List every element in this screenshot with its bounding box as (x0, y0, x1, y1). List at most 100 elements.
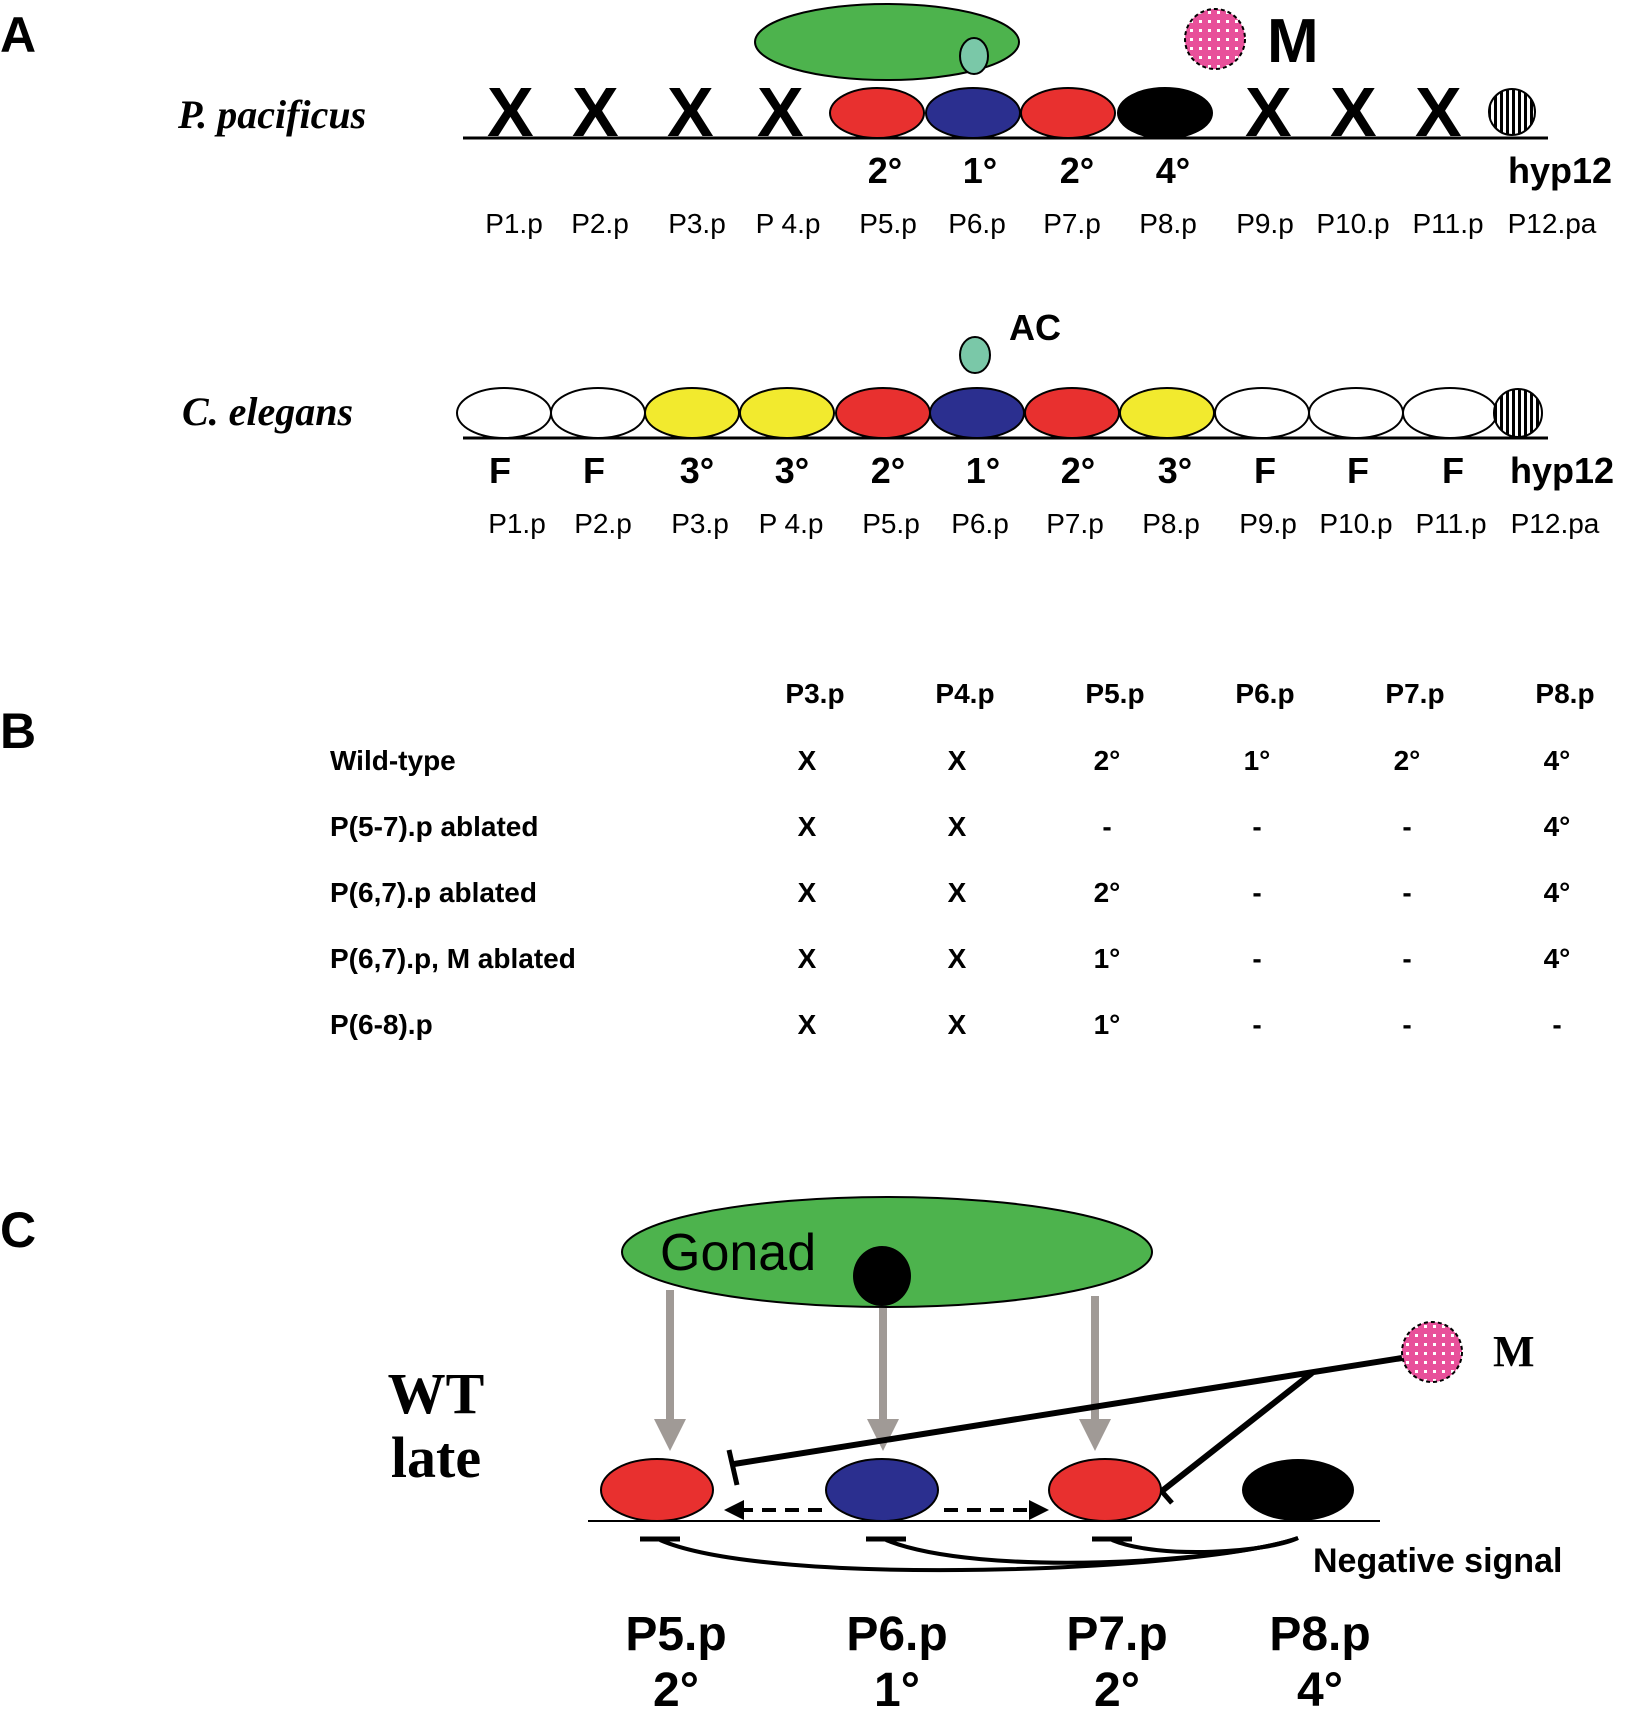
m-cell-c-label: M (1493, 1327, 1535, 1376)
pacificus-cellname-p7: P7.p (1043, 208, 1101, 239)
table-cell: 1° (1094, 1009, 1121, 1040)
anchor-cell-nucleus (853, 1246, 911, 1306)
elegans-anchor-cell (959, 336, 991, 374)
elegans-fate-p7: 2° (1061, 450, 1095, 491)
table-cell: X (948, 811, 967, 842)
elegans-cellname-p9: P9.p (1239, 508, 1297, 539)
elegans-cell-p6 (929, 387, 1025, 439)
pacificus-cross-p10: X (1330, 73, 1377, 151)
m-cell-label: M (1267, 7, 1319, 76)
pacificus-anchor-cell (959, 37, 989, 75)
wt-late-fate-p6: 1° (874, 1664, 920, 1712)
pacificus-cellname-p2: P2.p (571, 208, 629, 239)
table-column-header: P8.p (1535, 678, 1594, 709)
pacificus-cell-names: P1.p P2.p P3.p P 4.p P5.p P6.p P7.p P8.p… (485, 208, 1597, 239)
elegans-cell-p10 (1308, 387, 1404, 439)
table-cell: X (948, 943, 967, 974)
elegans-fate-p6: 1° (966, 450, 1000, 491)
elegans-cell-p3 (644, 387, 740, 439)
pacificus-cellname-p4: P 4.p (756, 208, 821, 239)
elegans-cell-p1 (456, 387, 552, 439)
wt-label: WT (388, 1361, 485, 1426)
ablation-table: P3.p P4.p P5.p P6.p P7.p P8.p Wild-type X X 2° 1° 2… (330, 678, 1595, 1040)
elegans-fate-p10: F (1347, 450, 1369, 491)
table-cell: X (948, 877, 967, 908)
elegans-fate-p5: 2° (871, 450, 905, 491)
pacificus-cross-p3: X (667, 73, 714, 151)
elegans-cellname-p2: P2.p (574, 508, 632, 539)
elegans-hyp12-icon (1493, 388, 1543, 438)
pacificus-cell-p6 (925, 87, 1021, 139)
table-column-header: P6.p (1235, 678, 1294, 709)
table-row-label: P(6,7).p ablated (330, 877, 537, 908)
table-row-label: P(5-7).p ablated (330, 811, 538, 842)
elegans-fate-p1: F (489, 450, 511, 491)
elegans-hyp12-label: hyp12 (1510, 450, 1614, 491)
pacificus-cellname-p8: P8.p (1139, 208, 1197, 239)
pacificus-cellname-p6: P6.p (948, 208, 1006, 239)
wt-late-name-p6: P6.p (846, 1608, 947, 1661)
elegans-fate-p4: 3° (775, 450, 809, 491)
panel-b-label: B (0, 703, 36, 759)
table-cell: - (1102, 811, 1111, 842)
wt-late-fate-p7: 2° (1094, 1664, 1140, 1712)
pacificus-gonad (754, 3, 1020, 81)
table-row-label: Wild-type (330, 745, 456, 776)
pacificus-cross-p2: X (572, 73, 619, 151)
wt-late-name-p7: P7.p (1066, 1608, 1167, 1661)
pacificus-cellname-p3: P3.p (668, 208, 726, 239)
pacificus-cross-p4: X (757, 73, 804, 151)
table-cell: X (798, 877, 817, 908)
pacificus-cell-p5 (829, 87, 925, 139)
wt-late-cell-p7 (1048, 1458, 1162, 1522)
wt-late-cell-p5 (600, 1458, 714, 1522)
negative-signal-label: Negative signal (1313, 1542, 1562, 1580)
elegans-cells (456, 387, 1543, 439)
table-cell: 2° (1094, 877, 1121, 908)
pacificus-hyp12-icon (1488, 88, 1536, 136)
m-inhibition-bar-p5 (726, 1449, 740, 1486)
panel-c-label: C (0, 1202, 36, 1258)
elegans-cellname-p12: P12.pa (1511, 508, 1600, 539)
pacificus-cellname-p11: P11.p (1412, 208, 1483, 239)
elegans-cell-p9 (1214, 387, 1310, 439)
m-cell-icon (1184, 8, 1246, 70)
elegans-fate-p11: F (1442, 450, 1464, 491)
table-cell: 4° (1544, 877, 1571, 908)
elegans-cell-p8 (1119, 387, 1215, 439)
table-cell: 2° (1394, 745, 1421, 776)
elegans-cellname-p10: P10.p (1319, 508, 1392, 539)
table-cell: - (1402, 877, 1411, 908)
late-label: late (391, 1425, 481, 1490)
anchor-cell-label: AC (1009, 307, 1061, 348)
wt-late-fate-p5: 2° (653, 1664, 699, 1712)
elegans-cellname-p3: P3.p (671, 508, 729, 539)
elegans-cellname-p7: P7.p (1046, 508, 1104, 539)
table-cell: 2° (1094, 745, 1121, 776)
elegans-cellname-p4: P 4.p (759, 508, 824, 539)
pacificus-hyp12-label: hyp12 (1508, 150, 1612, 191)
wt-late-fate-p8: 4° (1297, 1664, 1343, 1712)
elegans-cellname-p8: P8.p (1142, 508, 1200, 539)
elegans-cell-p11 (1402, 387, 1498, 439)
table-cell: - (1252, 811, 1261, 842)
table-cell: X (948, 745, 967, 776)
pacificus-cellname-p1: P1.p (485, 208, 543, 239)
elegans-fate-p2: F (583, 450, 605, 491)
pacificus-cell-p8 (1117, 87, 1213, 139)
table-cell: X (948, 1009, 967, 1040)
pacificus-cellname-p10: P10.p (1316, 208, 1389, 239)
m-inhibition-line-p5 (733, 1355, 1403, 1467)
wt-late-cell-p6 (825, 1458, 939, 1522)
table-cell: 4° (1544, 943, 1571, 974)
table-row-label: P(6-8).p (330, 1009, 433, 1040)
elegans-fate-p9: F (1254, 450, 1276, 491)
m-inhibition-line-p7 (1160, 1370, 1314, 1494)
pacificus-fate-p5: 2° (868, 150, 902, 191)
m-cell-c-icon (1401, 1321, 1463, 1383)
table-column-header: P7.p (1385, 678, 1444, 709)
table-row-label: P(6,7).p, M ablated (330, 943, 576, 974)
wt-late-name-p8: P8.p (1269, 1608, 1370, 1661)
elegans-fate-p8: 3° (1158, 450, 1192, 491)
